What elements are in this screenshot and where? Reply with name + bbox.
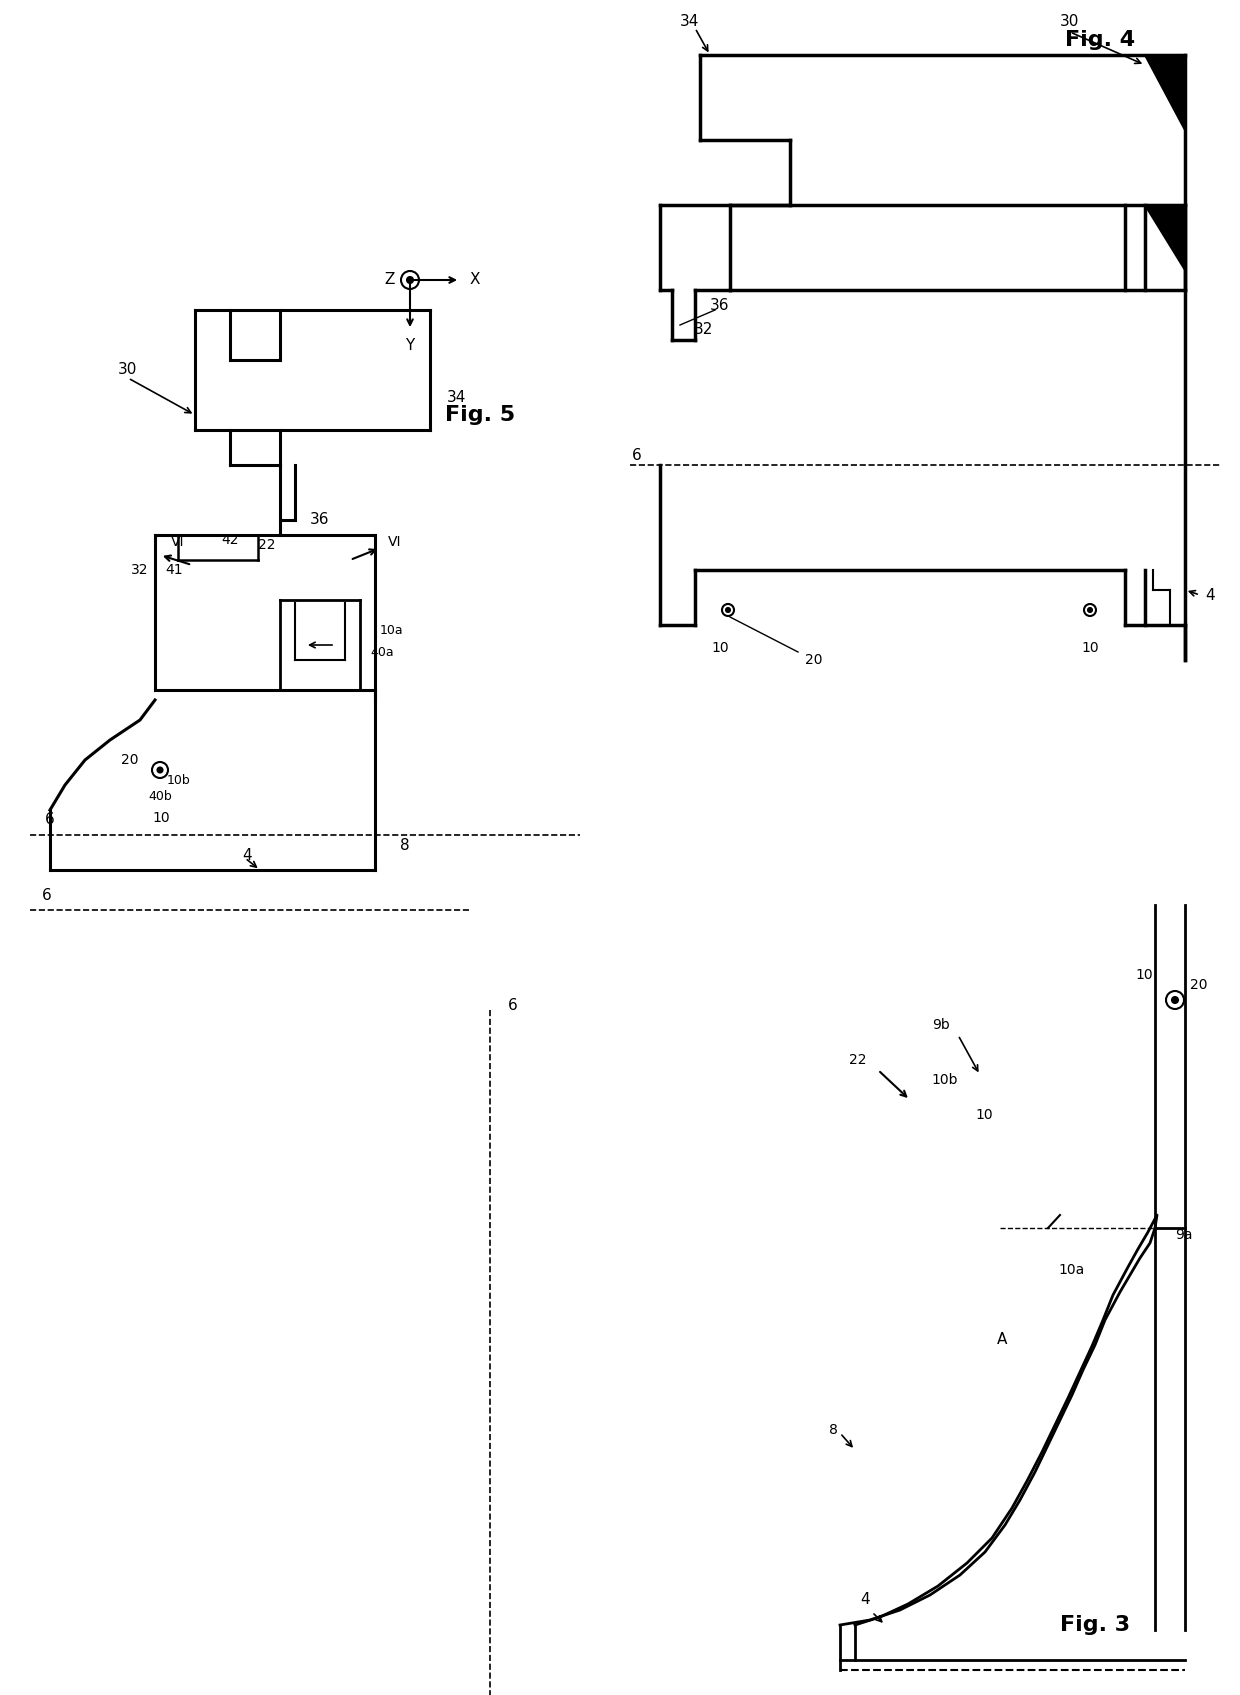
Text: 9b: 9b xyxy=(932,1019,950,1032)
Polygon shape xyxy=(1145,205,1185,270)
Text: 10: 10 xyxy=(712,641,729,654)
Text: Fig. 4: Fig. 4 xyxy=(1065,31,1135,49)
Text: 34: 34 xyxy=(446,390,466,405)
Text: 22: 22 xyxy=(258,537,275,553)
Text: 6: 6 xyxy=(508,997,518,1012)
Circle shape xyxy=(725,609,730,612)
Text: 20: 20 xyxy=(120,753,138,768)
Text: X: X xyxy=(470,273,480,288)
Circle shape xyxy=(1172,997,1178,1003)
Text: A: A xyxy=(997,1332,1007,1348)
Text: 6: 6 xyxy=(42,888,52,902)
Text: 20: 20 xyxy=(805,653,822,668)
Text: 8: 8 xyxy=(401,837,409,853)
Circle shape xyxy=(157,768,162,773)
Text: VI: VI xyxy=(388,536,402,549)
Text: 10b: 10b xyxy=(166,773,190,786)
Text: 42: 42 xyxy=(221,532,239,547)
Text: 34: 34 xyxy=(680,15,699,29)
Text: 40a: 40a xyxy=(370,646,393,658)
Text: VI: VI xyxy=(171,536,185,549)
Text: 10: 10 xyxy=(1081,641,1099,654)
Text: 6: 6 xyxy=(45,812,55,827)
Text: 40b: 40b xyxy=(149,790,172,803)
Text: 6: 6 xyxy=(632,447,642,463)
Text: 32: 32 xyxy=(694,322,713,337)
Circle shape xyxy=(1087,609,1092,612)
Text: Fig. 5: Fig. 5 xyxy=(445,405,515,425)
Polygon shape xyxy=(1145,54,1185,131)
Text: 4: 4 xyxy=(861,1593,870,1607)
Text: 32: 32 xyxy=(130,563,148,576)
Text: Y: Y xyxy=(405,337,414,353)
Circle shape xyxy=(407,276,413,283)
Text: 10b: 10b xyxy=(931,1073,959,1086)
Text: 20: 20 xyxy=(1190,978,1208,992)
Text: 30: 30 xyxy=(1060,15,1079,29)
Text: 4: 4 xyxy=(242,848,252,863)
Text: 36: 36 xyxy=(310,512,330,527)
Text: Fig. 3: Fig. 3 xyxy=(1060,1615,1130,1636)
Text: 22: 22 xyxy=(849,1053,867,1066)
Text: 10: 10 xyxy=(976,1109,993,1122)
Text: 9a: 9a xyxy=(1176,1227,1193,1242)
Text: 41: 41 xyxy=(165,563,184,576)
Text: 10: 10 xyxy=(153,810,170,825)
Text: 10a: 10a xyxy=(379,624,404,637)
Text: 30: 30 xyxy=(118,363,138,378)
Text: Z: Z xyxy=(384,273,396,288)
Text: 10a: 10a xyxy=(1059,1263,1085,1276)
Text: 8: 8 xyxy=(830,1424,838,1437)
Text: 36: 36 xyxy=(711,298,729,312)
Text: 10: 10 xyxy=(1136,968,1153,981)
Text: 4: 4 xyxy=(1205,588,1215,602)
